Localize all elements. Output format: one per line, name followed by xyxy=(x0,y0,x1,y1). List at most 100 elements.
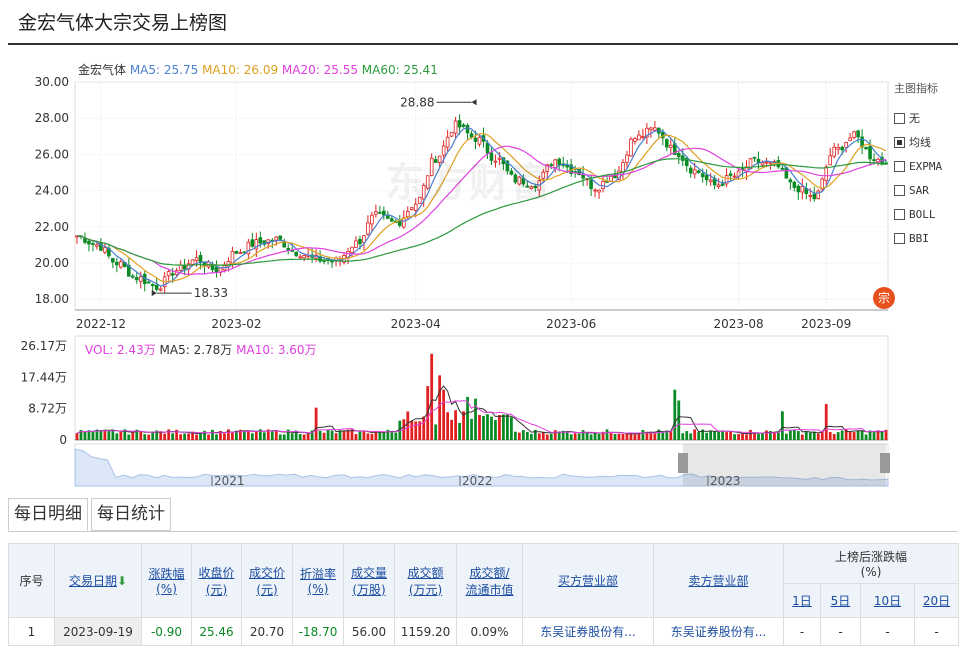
sort-down-icon: ⬇ xyxy=(116,574,128,588)
indicator-option[interactable]: 均线 xyxy=(894,130,964,154)
candle-body xyxy=(509,170,514,175)
candle-body xyxy=(178,264,183,271)
col-after-10d[interactable]: 10日 xyxy=(860,583,915,618)
col-amount[interactable]: 成交额 (万元) xyxy=(394,543,457,618)
volume-bar xyxy=(868,430,872,440)
col-volume[interactable]: 成交量 (万股) xyxy=(343,543,395,618)
indicator-option[interactable]: 无 xyxy=(894,106,964,130)
x-tick-label: 2023-04 xyxy=(391,317,441,331)
indicator-panel: 主图指标 无均线 EXPMA SAR BOLL BBI xyxy=(894,80,964,250)
volume-bar xyxy=(848,431,852,440)
checkbox-icon[interactable] xyxy=(894,232,905,244)
price-y-tick-label: 20.00 xyxy=(35,256,69,270)
volume-bar xyxy=(808,432,812,440)
tab-daily-detail[interactable]: 每日明细 xyxy=(8,498,88,531)
col-after-20d[interactable]: 20日 xyxy=(914,583,959,618)
col-close[interactable]: 收盘价 (元) xyxy=(191,543,242,618)
col-deal-price[interactable]: 成交价 (元) xyxy=(241,543,293,618)
indicator-option[interactable]: BBI xyxy=(894,226,964,250)
col-change[interactable]: 涨跌幅 (%) xyxy=(141,543,192,618)
col-premium[interactable]: 折溢率 (%) xyxy=(292,543,344,618)
volume-bar xyxy=(410,420,414,440)
volume-legend: VOL: 2.43万 MA5: 2.78万 MA10: 3.60万 xyxy=(85,343,317,357)
checkbox-icon[interactable] xyxy=(894,160,905,172)
volume-bar xyxy=(633,434,637,440)
volume-bar xyxy=(765,430,768,440)
ma-line-ma5 xyxy=(76,127,887,287)
navigator-handle-right[interactable] xyxy=(880,453,890,473)
col-seller[interactable]: 卖方营业部 xyxy=(653,543,784,618)
volume-bar xyxy=(569,434,573,440)
volume-bar xyxy=(529,433,533,440)
volume-bar xyxy=(872,432,876,440)
navigator-handle-left[interactable] xyxy=(678,453,688,473)
volume-bar xyxy=(310,430,314,440)
volume-bar xyxy=(250,433,254,440)
cell-after-1d: - xyxy=(783,617,821,646)
candle-body xyxy=(409,207,414,210)
candle-body xyxy=(246,241,251,255)
cell-seller-link[interactable]: 东吴证券股份有... xyxy=(653,617,784,646)
volume-bar xyxy=(294,430,298,440)
volume-bar xyxy=(183,433,186,440)
volume-bar xyxy=(215,434,218,440)
candle-body xyxy=(194,257,199,261)
volume-bar xyxy=(438,375,442,440)
candle-body xyxy=(764,161,769,164)
candle-body xyxy=(278,235,283,240)
annotation-label: 28.88 xyxy=(400,95,434,109)
candle-body xyxy=(637,134,641,141)
checkbox-icon[interactable] xyxy=(894,184,905,196)
volume-bar xyxy=(581,430,585,440)
indicator-option[interactable]: SAR xyxy=(894,178,964,202)
tab-daily-stats[interactable]: 每日统计 xyxy=(91,498,171,531)
volume-bar xyxy=(179,434,183,440)
volume-bar xyxy=(773,431,776,440)
volume-bar xyxy=(318,430,322,440)
volume-bar xyxy=(561,430,565,440)
checkbox-icon[interactable] xyxy=(894,208,905,220)
cell-close: 25.46 xyxy=(191,617,242,646)
candle-body xyxy=(704,174,709,181)
col-date-sort[interactable]: 交易日期⬇ xyxy=(54,543,142,618)
volume-bar xyxy=(761,433,764,440)
volume-bar xyxy=(621,433,625,440)
volume-bar xyxy=(131,432,135,440)
volume-bar xyxy=(143,434,147,440)
col-after-5d[interactable]: 5日 xyxy=(820,583,861,618)
candle-body xyxy=(457,120,462,128)
candle-body xyxy=(127,264,131,277)
cell-after-10d: - xyxy=(860,617,915,646)
candle-body xyxy=(91,243,95,245)
volume-bar xyxy=(502,414,505,440)
candle-body xyxy=(792,181,797,188)
indicator-panel-title: 主图指标 xyxy=(894,82,938,95)
volume-bar xyxy=(474,398,477,440)
volume-bar xyxy=(541,432,545,440)
indicator-label: SAR xyxy=(909,183,929,197)
candle-body xyxy=(665,139,669,148)
candle-body xyxy=(378,211,382,214)
block-trade-badge[interactable]: 宗 xyxy=(873,287,895,309)
volume-bar xyxy=(721,430,725,440)
candle-body xyxy=(816,190,821,200)
volume-bar xyxy=(697,432,701,440)
volume-bar xyxy=(860,430,864,440)
volume-bar xyxy=(446,412,450,440)
checkbox-icon[interactable] xyxy=(894,112,905,124)
cell-buyer-link[interactable]: 东吴证券股份有... xyxy=(522,617,654,646)
col-buyer[interactable]: 买方营业部 xyxy=(522,543,654,618)
volume-bar xyxy=(693,429,697,440)
col-after-1d[interactable]: 1日 xyxy=(783,583,821,618)
candle-body xyxy=(461,124,466,127)
indicator-option[interactable]: BOLL xyxy=(894,202,964,226)
col-ratio[interactable]: 成交额/ 流通市值 xyxy=(456,543,523,618)
checkbox-icon[interactable] xyxy=(894,136,905,148)
volume-y-tick-label: 0 xyxy=(59,433,67,447)
volume-bar xyxy=(725,432,728,440)
stock-kline-chart[interactable]: 30.00 28.00 26.00 24.00 22.00 20.00 18.00 2022-… xyxy=(0,46,967,496)
volume-bar xyxy=(641,430,645,440)
col-after-group: 上榜后涨跌幅 (%) xyxy=(783,543,959,584)
volume-bar xyxy=(406,411,410,440)
indicator-option[interactable]: EXPMA xyxy=(894,154,964,178)
